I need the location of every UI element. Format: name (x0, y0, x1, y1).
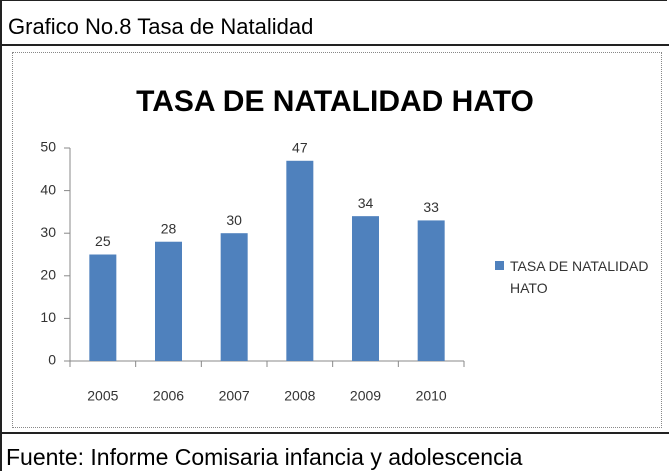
y-tick-label: 0 (48, 352, 56, 368)
x-tick-label: 2010 (416, 388, 447, 404)
x-tick-label: 2006 (153, 388, 184, 404)
bar (220, 233, 248, 361)
data-label: 47 (292, 139, 308, 155)
x-tick-label: 2009 (350, 388, 381, 404)
rule (0, 44, 669, 46)
x-tick-label: 2007 (219, 388, 250, 404)
data-label: 34 (358, 195, 374, 211)
data-label: 30 (226, 212, 242, 228)
source: Fuente: Informe Comisaria infancia y ado… (6, 444, 523, 470)
caption: Grafico No.8 Tasa de Natalidad (8, 14, 314, 39)
bar (352, 216, 379, 361)
y-tick-label: 40 (40, 181, 56, 197)
bar (155, 241, 182, 361)
bar (286, 160, 314, 361)
chart-title: TASA DE NATALIDAD HATO (136, 85, 534, 118)
y-tick-label: 50 (40, 139, 56, 155)
y-tick-label: 20 (40, 267, 56, 283)
y-tick-label: 30 (40, 224, 56, 240)
x-tick-label: 2008 (284, 388, 315, 404)
data-label: 33 (423, 199, 439, 215)
x-tick-label: 2005 (87, 388, 118, 404)
y-tick-label: 10 (40, 309, 56, 325)
rule (0, 432, 669, 434)
legend-label: TASA DE NATALIDAD HATO (510, 258, 649, 296)
chart-box (12, 52, 662, 428)
bar (417, 220, 445, 361)
data-label: 25 (95, 233, 111, 249)
legend-swatch (495, 261, 504, 270)
data-label: 28 (161, 220, 177, 236)
bar (89, 254, 117, 361)
